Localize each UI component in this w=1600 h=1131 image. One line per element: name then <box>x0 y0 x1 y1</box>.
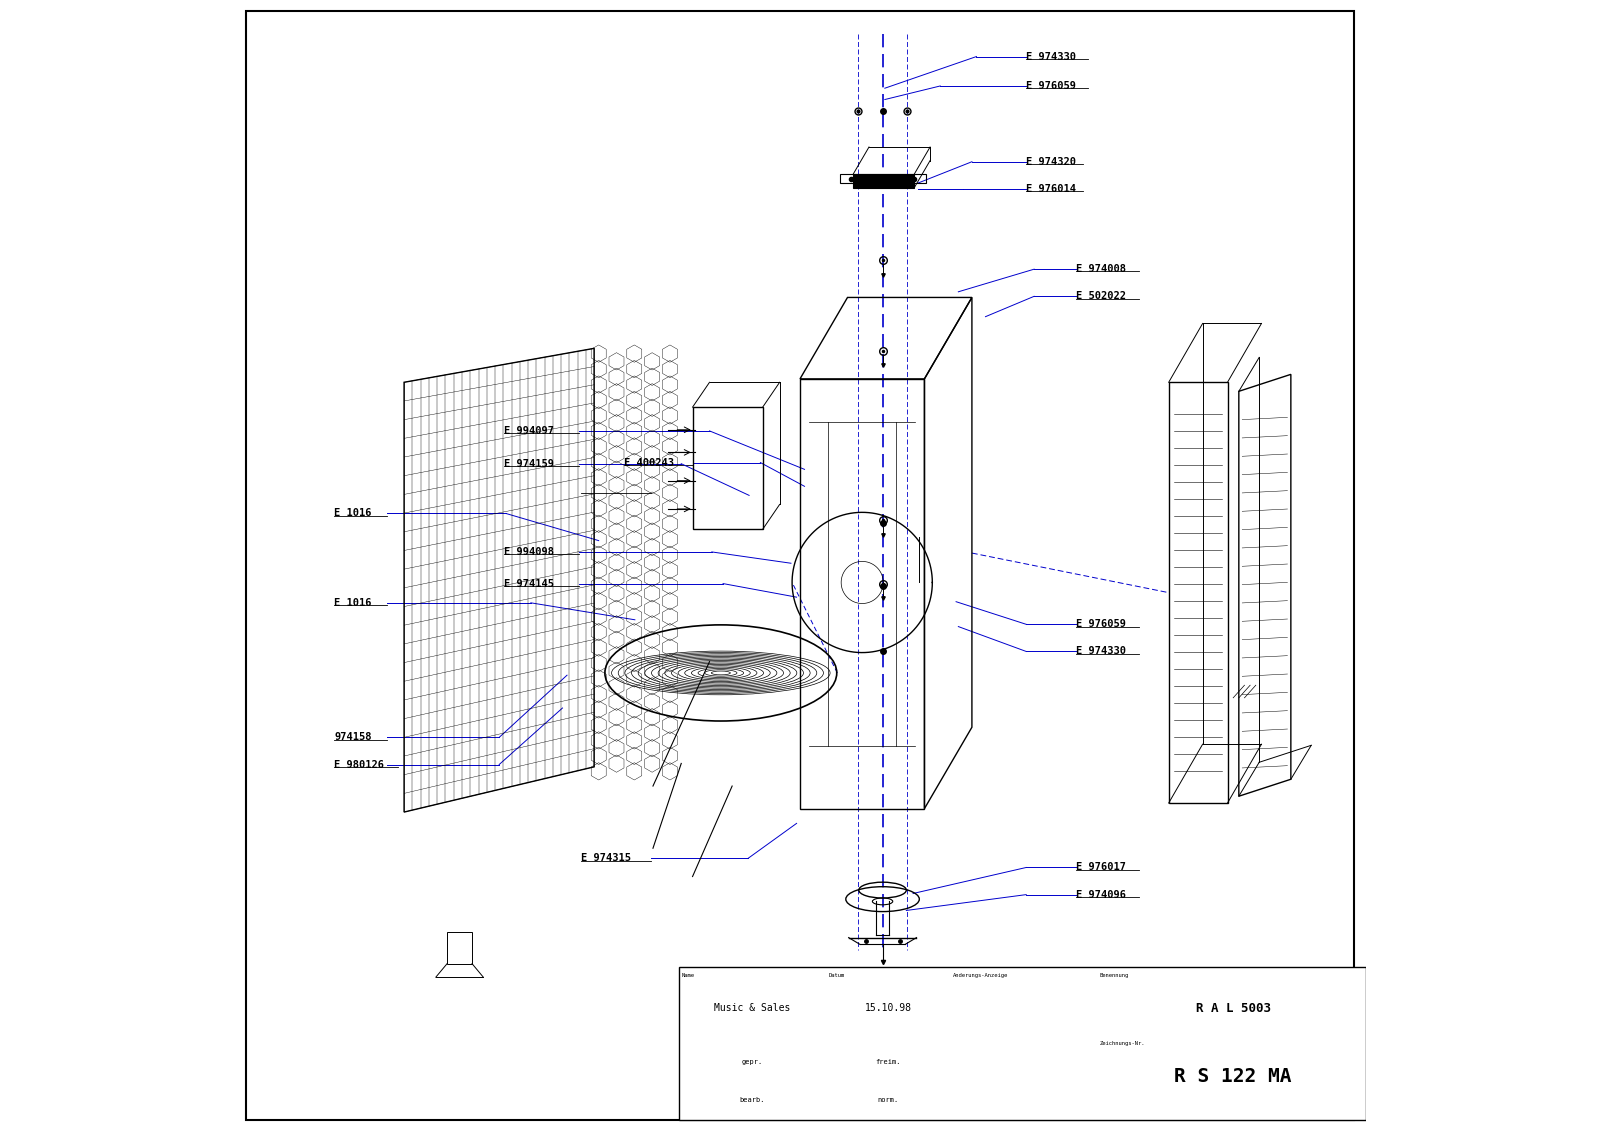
Text: E 1016: E 1016 <box>334 509 371 518</box>
Bar <box>853 174 914 188</box>
Text: E 400243: E 400243 <box>624 458 674 467</box>
Text: R A L 5003: R A L 5003 <box>1195 1002 1270 1015</box>
Text: E 994098: E 994098 <box>504 547 554 556</box>
Text: Name: Name <box>682 973 694 977</box>
Text: E 976017: E 976017 <box>1075 863 1126 872</box>
Text: Benennung: Benennung <box>1099 973 1130 977</box>
Text: E 994097: E 994097 <box>504 426 554 435</box>
Text: norm.: norm. <box>877 1097 899 1103</box>
Text: Music & Sales: Music & Sales <box>714 1003 790 1013</box>
Bar <box>678 967 1365 1120</box>
Text: E 974096: E 974096 <box>1075 890 1126 899</box>
Text: E 974315: E 974315 <box>581 854 630 863</box>
Text: E 974159: E 974159 <box>504 459 554 468</box>
Bar <box>840 174 925 183</box>
Text: gepr.: gepr. <box>742 1059 763 1064</box>
Text: E 974330: E 974330 <box>1026 52 1077 61</box>
Text: Zeichnungs-Nr.: Zeichnungs-Nr. <box>1099 1041 1146 1046</box>
Text: E 1016: E 1016 <box>334 598 371 607</box>
Text: E 974330: E 974330 <box>1075 647 1126 656</box>
Text: E 976059: E 976059 <box>1026 81 1077 90</box>
Text: bearb.: bearb. <box>739 1097 765 1103</box>
Text: E 974320: E 974320 <box>1026 157 1077 166</box>
Text: E 502022: E 502022 <box>1075 292 1126 301</box>
Text: E 974145: E 974145 <box>504 579 554 588</box>
Text: Datum: Datum <box>829 973 845 977</box>
Text: E 976014: E 976014 <box>1026 184 1077 193</box>
Text: E 976059: E 976059 <box>1075 620 1126 629</box>
Text: R S 122 MA: R S 122 MA <box>1174 1068 1291 1087</box>
Bar <box>446 932 472 964</box>
Text: E 974008: E 974008 <box>1075 265 1126 274</box>
Text: Anderungs-Anzeige: Anderungs-Anzeige <box>952 973 1008 977</box>
Text: E 980126: E 980126 <box>334 760 384 769</box>
Text: freim.: freim. <box>875 1059 901 1064</box>
Text: 15.10.98: 15.10.98 <box>864 1003 912 1013</box>
Text: 974158: 974158 <box>334 733 371 742</box>
